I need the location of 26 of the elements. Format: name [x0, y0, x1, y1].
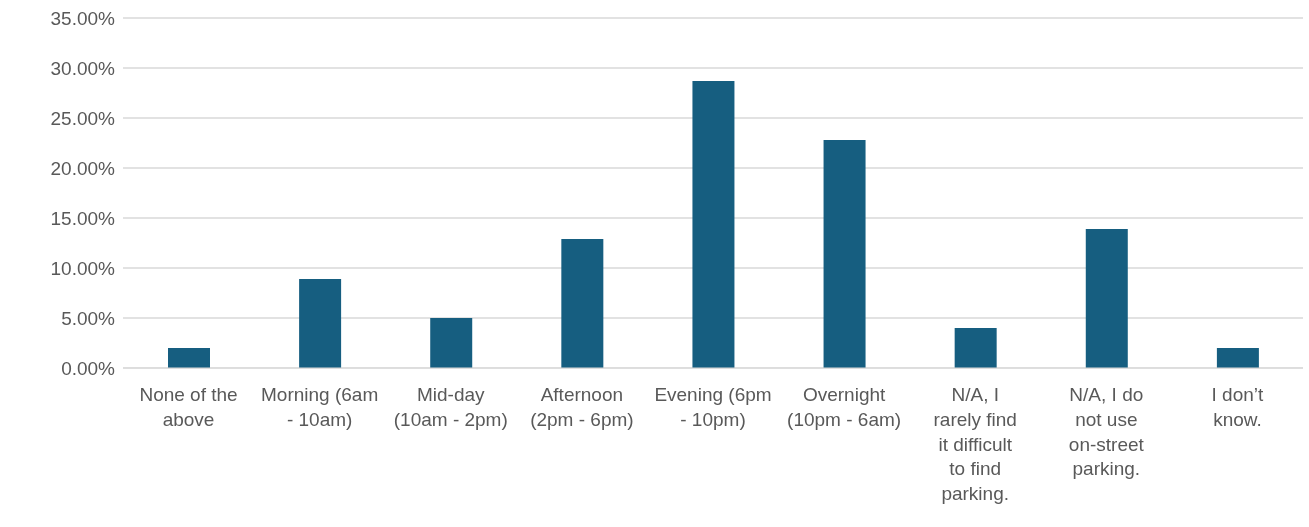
- x-tick-label: N/A, I do not use on-street parking.: [1068, 384, 1145, 480]
- y-tick-label: 0.00%: [61, 357, 116, 379]
- y-tick-label: 10.00%: [50, 257, 116, 279]
- bar: [1216, 348, 1259, 368]
- bar: [561, 239, 604, 368]
- bar: [430, 318, 473, 368]
- x-tick-label: N/A, I rarely find it difficult to find parking.: [933, 384, 1017, 504]
- y-tick-label: 5.00%: [61, 307, 116, 329]
- y-tick-label: 20.00%: [50, 157, 116, 179]
- x-tick-label: Morning (6am - 10am): [261, 384, 379, 430]
- y-tick-label: 35.00%: [50, 7, 116, 29]
- bar: [954, 328, 997, 368]
- bar: [692, 81, 735, 368]
- x-tick-label: I don’t know.: [1211, 384, 1265, 430]
- x-tick-label: Mid-day (10am - 2pm): [393, 384, 508, 430]
- x-tick-label: Afternoon (2pm - 6pm): [530, 384, 634, 430]
- x-tick-label: Evening (6pm - 10pm): [654, 384, 772, 430]
- bar: [823, 140, 866, 368]
- y-tick-label: 15.00%: [50, 207, 116, 229]
- bar: [1085, 229, 1128, 368]
- x-tick-label: None of the above: [139, 384, 238, 430]
- bar: [299, 279, 342, 368]
- y-tick-label: 25.00%: [50, 107, 116, 129]
- x-tick-label: Overnight (10pm - 6am): [787, 384, 902, 430]
- bar: [168, 348, 210, 368]
- y-tick-label: 30.00%: [50, 57, 116, 79]
